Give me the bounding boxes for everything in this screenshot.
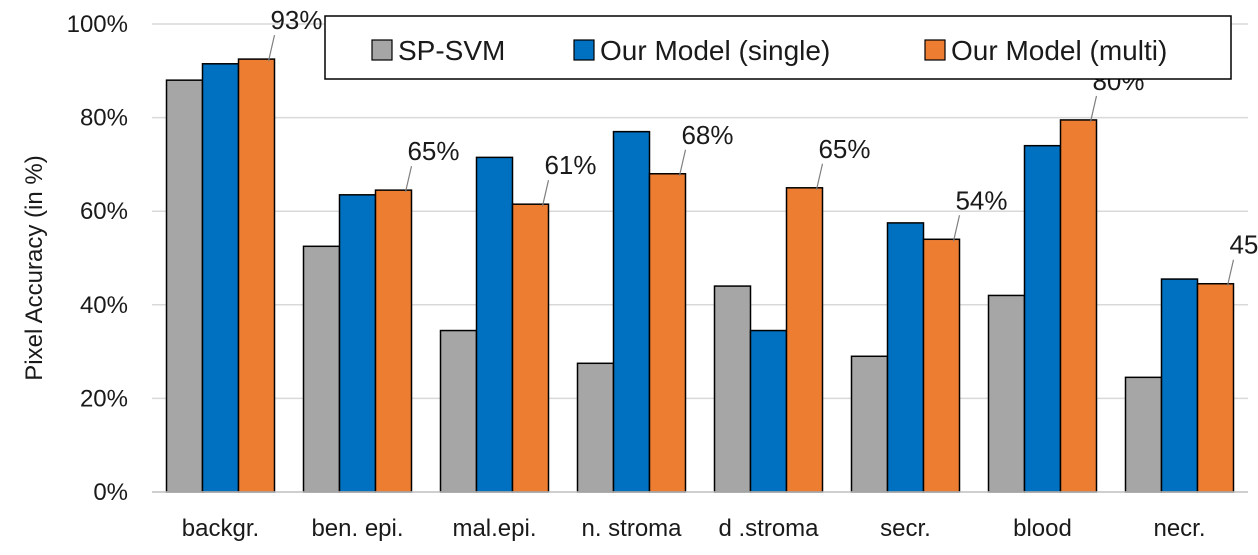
legend: SP-SVM Our Model (single) Our Model (multi… [324, 15, 1232, 80]
bar [922, 238, 961, 493]
y-axis-label: Pixel Accuracy (in %) [21, 155, 48, 380]
bar [1124, 376, 1163, 493]
y-tick-label: 40% [80, 292, 128, 319]
bar [1023, 144, 1062, 493]
bar [850, 355, 889, 493]
legend-box [324, 15, 1232, 80]
bar [439, 329, 478, 493]
legend-label: SP-SVM [398, 35, 505, 66]
legend-swatch [924, 39, 946, 61]
data-label-leader [541, 180, 550, 207]
data-labels: 93%65%61%68%65%54%80%45% [267, 5, 1258, 286]
x-axis-ticks: backgr. ben. epi. mal.epi. n. stroma d .stro… [182, 515, 1206, 542]
bar [886, 222, 925, 493]
data-label: 61% [544, 150, 596, 180]
data-label-leader [815, 163, 824, 190]
bar [511, 203, 550, 493]
x-tick-label: ben. epi. [311, 515, 403, 542]
legend-swatch [573, 39, 595, 61]
bar [713, 285, 752, 493]
data-label-leader [952, 215, 961, 242]
x-tick-label: mal.epi. [452, 515, 536, 542]
data-label: 93% [270, 5, 322, 35]
y-tick-label: 20% [80, 385, 128, 412]
y-axis-ticks: 0% 20% 40% 60% 80% 100% [67, 11, 128, 506]
bar [648, 173, 687, 493]
bar [1196, 282, 1235, 493]
bar [785, 187, 824, 493]
x-tick-label: backgr. [182, 515, 259, 542]
legend-swatch [371, 39, 393, 61]
bar [576, 362, 615, 493]
x-tick-label: secr. [880, 515, 931, 542]
data-label: 68% [681, 120, 733, 150]
legend-label: Our Model (single) [600, 35, 830, 66]
bar [475, 156, 514, 493]
bar [201, 63, 240, 493]
data-label: 65% [818, 134, 870, 164]
data-label-leader [267, 34, 276, 62]
data-label: 65% [407, 136, 459, 166]
data-label-leader [678, 149, 687, 176]
x-tick-label: necr. [1153, 515, 1205, 542]
x-tick-label: d .stroma [718, 515, 819, 542]
bar [165, 79, 204, 493]
bar [1059, 119, 1098, 493]
legend-label: Our Model (multi) [951, 35, 1167, 66]
y-tick-label: 60% [80, 198, 128, 225]
bar [374, 189, 413, 493]
bars [165, 58, 1235, 493]
data-label-leader [1089, 95, 1098, 123]
bar [338, 194, 377, 493]
x-tick-label: n. stroma [581, 515, 682, 542]
data-label-leader [1226, 259, 1235, 286]
bar [237, 58, 276, 493]
bar [612, 130, 651, 493]
data-label: 54% [955, 185, 1007, 215]
x-tick-label: blood [1013, 515, 1072, 542]
bar [749, 329, 788, 493]
data-label-leader [404, 166, 413, 193]
bar [987, 294, 1026, 493]
y-tick-label: 0% [93, 479, 128, 506]
bar [1160, 278, 1199, 493]
bar [302, 245, 341, 493]
data-label: 45% [1229, 230, 1258, 260]
y-tick-label: 100% [67, 11, 128, 38]
y-tick-label: 80% [80, 105, 128, 132]
